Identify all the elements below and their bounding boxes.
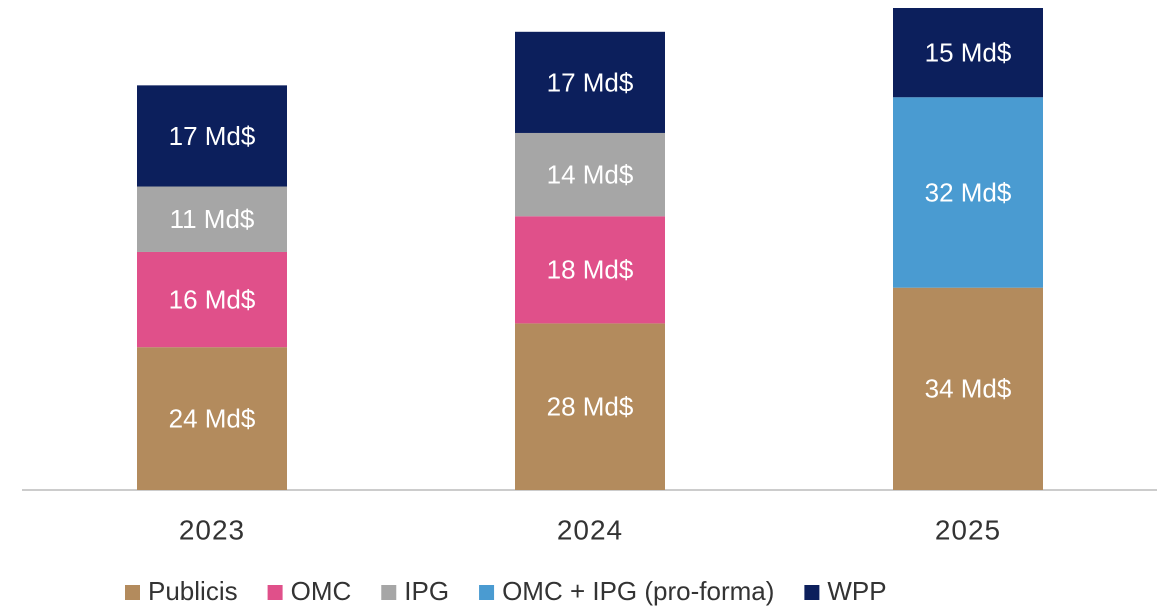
bar-segment (515, 323, 665, 490)
value-label: 16 Md$ (169, 284, 256, 314)
value-label: 17 Md$ (169, 121, 256, 151)
legend-swatch (804, 585, 820, 600)
value-label: 24 Md$ (169, 403, 256, 433)
bar-segment (893, 287, 1043, 490)
value-label: 11 Md$ (170, 204, 255, 234)
bar-segment (515, 132, 665, 217)
bar-segment (893, 97, 1043, 288)
legend-label: OMC + IPG (pro-forma) (502, 576, 774, 606)
value-label: 15 Md$ (925, 38, 1012, 68)
value-label: 28 Md$ (547, 392, 634, 422)
value-label: 32 Md$ (925, 177, 1012, 207)
legend-swatch (267, 585, 283, 600)
bar-segment (893, 8, 1043, 98)
value-label: 34 Md$ (925, 374, 1012, 404)
bar-segment (515, 31, 665, 133)
legend-label: WPP (827, 576, 886, 606)
bar-segment (137, 186, 287, 252)
value-label: 17 Md$ (547, 67, 634, 97)
x-tick-label: 2024 (557, 514, 623, 545)
bar-segment (137, 85, 287, 187)
legend-swatch (125, 585, 140, 600)
value-label: 18 Md$ (547, 255, 634, 285)
bar-segment (137, 251, 287, 348)
value-label: 14 Md$ (547, 159, 634, 189)
bar-segment (137, 347, 287, 490)
bar-segment (515, 216, 665, 324)
x-tick-label: 2025 (935, 514, 1001, 545)
legend-label: Publicis (148, 576, 238, 606)
legend-swatch (381, 585, 397, 600)
legend-label: OMC (291, 576, 352, 606)
x-tick-label: 2023 (179, 514, 245, 545)
legend-swatch (479, 585, 495, 600)
legend-label: IPG (404, 576, 449, 606)
